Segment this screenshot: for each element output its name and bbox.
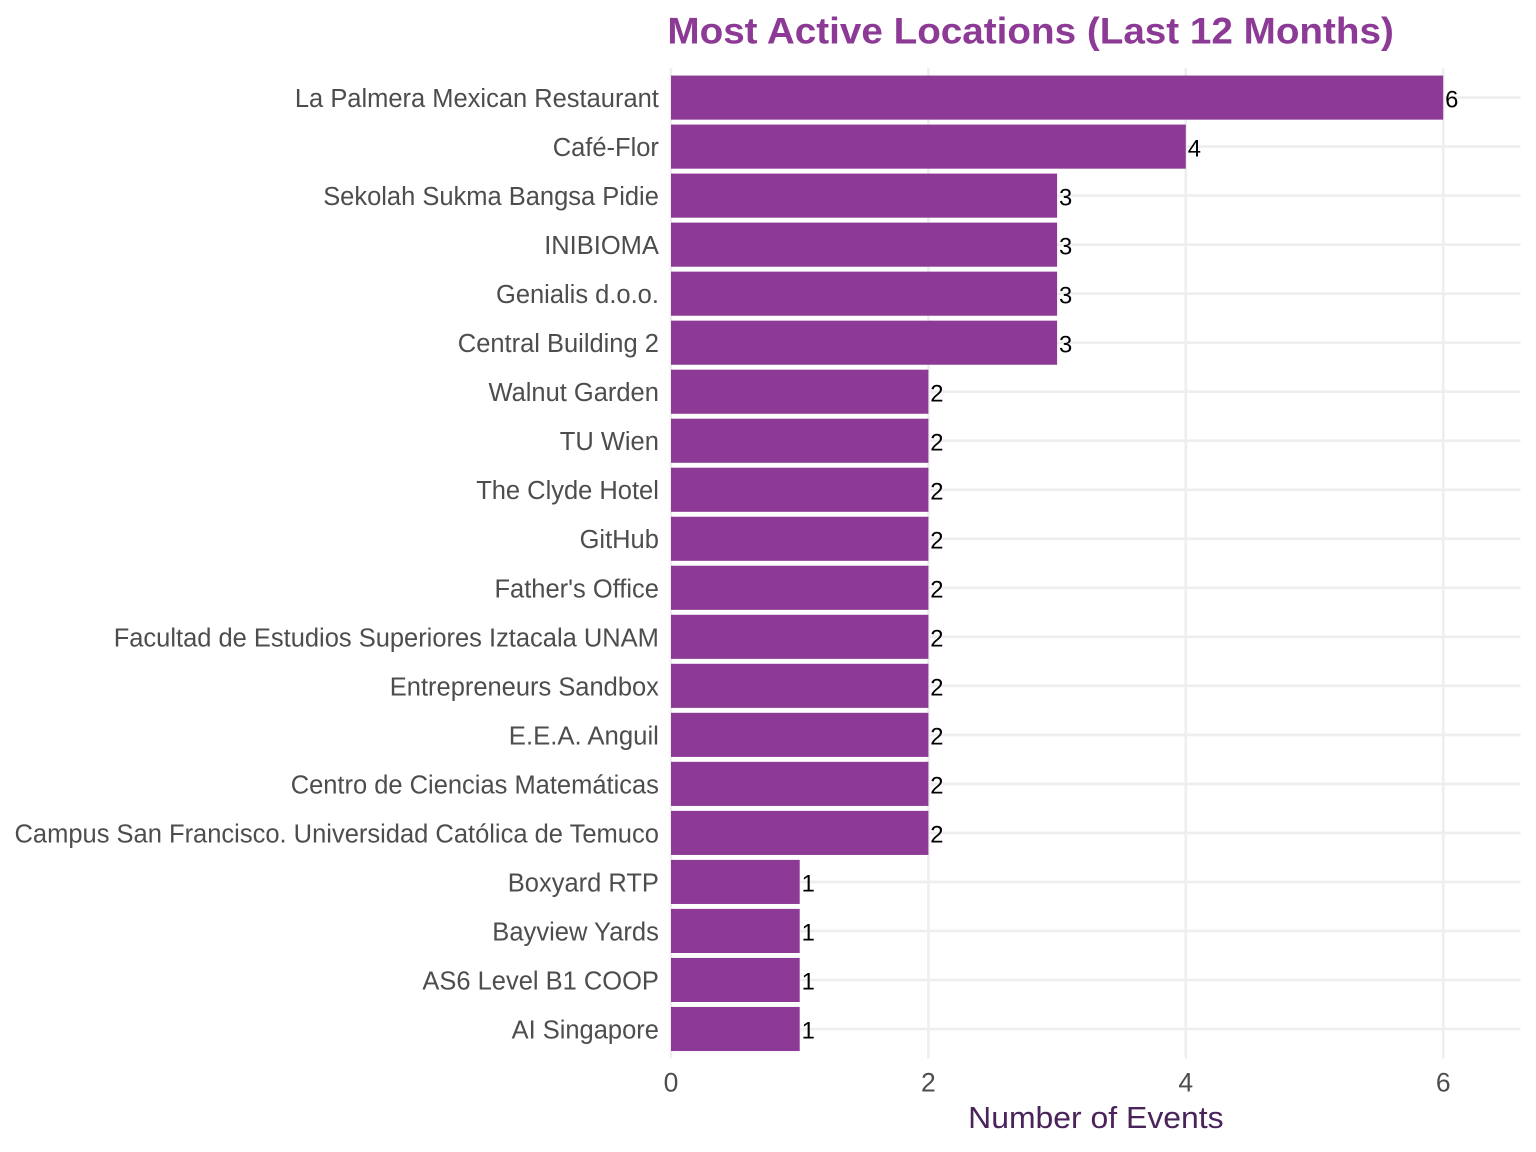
svg-text:GitHub: GitHub xyxy=(580,524,659,554)
svg-text:4: 4 xyxy=(1188,135,1201,162)
svg-text:Boxyard RTP: Boxyard RTP xyxy=(508,867,659,897)
svg-text:3: 3 xyxy=(1059,282,1072,309)
svg-text:1: 1 xyxy=(802,920,815,947)
svg-text:Sekolah Sukma Bangsa Pidie: Sekolah Sukma Bangsa Pidie xyxy=(323,181,659,211)
svg-text:2: 2 xyxy=(930,626,943,653)
svg-text:1: 1 xyxy=(802,969,815,996)
svg-text:2: 2 xyxy=(930,675,943,702)
svg-text:Café-Flor: Café-Flor xyxy=(553,132,659,162)
svg-text:Most Active Locations (Last 12: Most Active Locations (Last 12 Months) xyxy=(667,9,1394,51)
svg-text:INIBIOMA: INIBIOMA xyxy=(544,230,659,260)
svg-text:2: 2 xyxy=(921,1068,936,1098)
svg-text:Campus San Francisco. Universi: Campus San Francisco. Universidad Católi… xyxy=(15,818,659,848)
svg-text:2: 2 xyxy=(930,822,943,849)
svg-text:E.E.A. Anguil: E.E.A. Anguil xyxy=(509,720,659,750)
svg-text:2: 2 xyxy=(930,577,943,604)
svg-text:Bayview Yards: Bayview Yards xyxy=(492,916,659,946)
svg-text:3: 3 xyxy=(1059,184,1072,211)
svg-text:3: 3 xyxy=(1059,331,1072,358)
svg-text:Genialis d.o.o.: Genialis d.o.o. xyxy=(496,279,659,309)
svg-text:Centro de Ciencias Matemáticas: Centro de Ciencias Matemáticas xyxy=(291,769,659,799)
svg-text:6: 6 xyxy=(1436,1068,1451,1098)
svg-text:2: 2 xyxy=(930,724,943,751)
svg-text:La Palmera Mexican Restaurant: La Palmera Mexican Restaurant xyxy=(295,83,660,113)
svg-text:6: 6 xyxy=(1445,86,1458,113)
svg-text:AS6 Level B1 COOP: AS6 Level B1 COOP xyxy=(422,965,659,995)
svg-text:1: 1 xyxy=(802,871,815,898)
svg-text:TU Wien: TU Wien xyxy=(560,426,659,456)
svg-text:AI Singapore: AI Singapore xyxy=(512,1014,659,1044)
svg-text:Facultad de Estudios Superiore: Facultad de Estudios Superiores Iztacala… xyxy=(114,622,659,652)
svg-text:The Clyde Hotel: The Clyde Hotel xyxy=(476,475,659,505)
svg-text:3: 3 xyxy=(1059,233,1072,260)
svg-text:Number of Events: Number of Events xyxy=(968,1100,1224,1135)
svg-text:2: 2 xyxy=(930,527,943,554)
svg-text:4: 4 xyxy=(1178,1068,1193,1098)
svg-text:Central Building 2: Central Building 2 xyxy=(458,328,659,358)
svg-text:0: 0 xyxy=(664,1068,679,1098)
svg-text:2: 2 xyxy=(930,380,943,407)
svg-text:2: 2 xyxy=(930,478,943,505)
svg-text:2: 2 xyxy=(930,773,943,800)
svg-text:2: 2 xyxy=(930,429,943,456)
svg-text:1: 1 xyxy=(802,1018,815,1045)
svg-text:Walnut Garden: Walnut Garden xyxy=(489,377,659,407)
svg-text:Father's Office: Father's Office xyxy=(495,573,659,603)
svg-text:Entrepreneurs Sandbox: Entrepreneurs Sandbox xyxy=(390,671,659,701)
